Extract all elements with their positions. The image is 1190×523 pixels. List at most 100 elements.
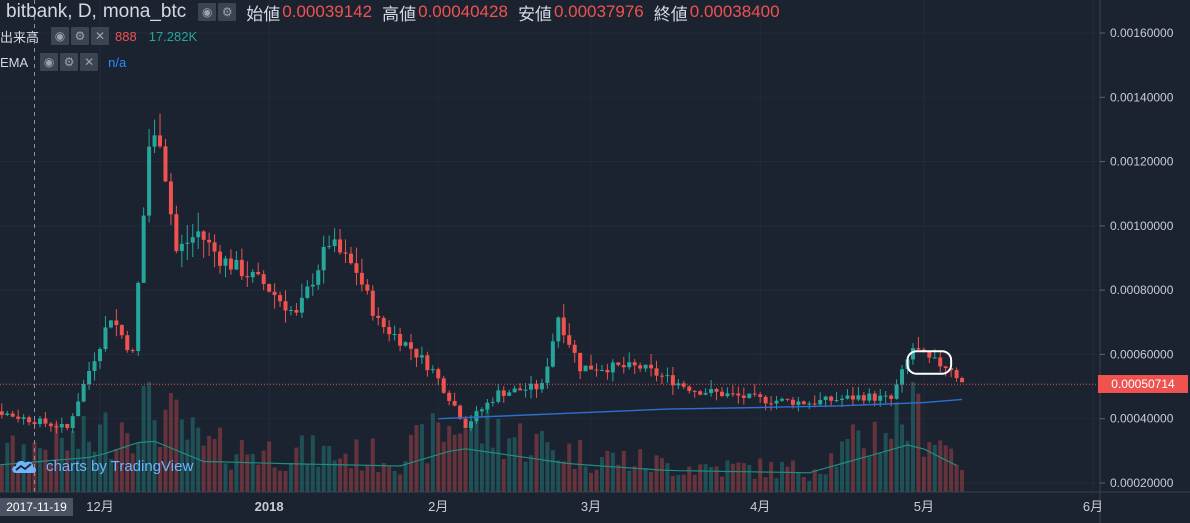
candle-body	[719, 391, 724, 397]
candle-body	[654, 368, 659, 376]
candle-body	[92, 361, 97, 371]
time-axis[interactable]: 12月 2018 2月 3月 4月 5月 6月	[0, 491, 1190, 514]
eye-icon[interactable]: ◉	[198, 3, 217, 21]
volume-bar	[567, 443, 572, 492]
volume-bar	[158, 446, 163, 492]
volume-bar	[550, 450, 555, 492]
volume-bar	[37, 448, 42, 492]
candle-body	[239, 259, 244, 277]
volume-bar	[599, 456, 604, 492]
volume-bar	[130, 453, 135, 492]
candle-body	[332, 239, 337, 247]
candle-body	[818, 399, 823, 405]
volume-bar	[900, 424, 905, 492]
eye-icon[interactable]: ◉	[51, 27, 70, 45]
candle-body	[21, 417, 26, 419]
volume-bar	[632, 466, 637, 492]
close-icon[interactable]: ✕	[80, 53, 99, 71]
tradingview-brand[interactable]: charts by TradingView	[10, 457, 193, 475]
gear-icon[interactable]: ⚙	[60, 53, 79, 71]
gear-icon[interactable]: ⚙	[218, 3, 237, 21]
volume-bar	[938, 440, 943, 492]
candle-body	[16, 416, 21, 419]
volume-bar	[927, 442, 932, 492]
candle-body	[414, 348, 419, 358]
candle-body	[943, 366, 948, 369]
candle-body	[812, 403, 817, 405]
candle-body	[343, 252, 348, 254]
volume-bar	[256, 464, 261, 492]
candle-body	[103, 327, 108, 350]
volume-bar	[48, 463, 53, 492]
volume-bar	[850, 424, 855, 492]
volume-bar	[54, 423, 59, 492]
candle-body	[283, 301, 288, 311]
volume-bar	[381, 462, 386, 492]
x-tick-label: 2018	[255, 499, 284, 514]
pair-label: mona_btc	[102, 1, 187, 22]
volume-bar	[321, 445, 326, 492]
high-label: 高値	[382, 4, 417, 24]
candle-body	[59, 423, 64, 428]
candle-body	[37, 418, 42, 425]
y-tick-label: 0.00140000	[1110, 90, 1174, 104]
volume-bar	[670, 475, 675, 492]
y-tick-label: 0.00060000	[1110, 347, 1174, 361]
volume-bar	[801, 476, 806, 492]
candle-body	[98, 349, 102, 362]
candle-body	[894, 384, 899, 399]
candle-body	[796, 401, 801, 405]
volume-bar	[954, 464, 959, 492]
candle-body	[452, 401, 457, 406]
candle-body	[883, 395, 888, 397]
gear-icon[interactable]: ⚙	[71, 27, 90, 45]
candle-body	[490, 401, 495, 403]
candle-body	[387, 327, 392, 335]
candle-body	[348, 253, 353, 264]
volume-bar	[534, 433, 539, 492]
volume-bar	[469, 423, 474, 492]
candle-body	[938, 357, 943, 367]
volume-bar	[916, 393, 921, 492]
eye-icon[interactable]: ◉	[40, 53, 59, 71]
candle-body	[709, 389, 714, 394]
volume-bar	[414, 425, 419, 492]
volume-bar	[316, 466, 321, 492]
volume-bar	[490, 447, 495, 492]
volume-bar	[883, 433, 888, 492]
close-icon[interactable]: ✕	[91, 27, 110, 45]
candle-body	[780, 398, 785, 401]
candle-body	[829, 396, 834, 401]
candle-body	[261, 274, 266, 284]
volume-bar	[774, 478, 779, 492]
volume-bar	[103, 412, 108, 492]
candle-body	[48, 423, 53, 427]
open-label: 始値	[246, 4, 281, 24]
volume-bar	[578, 439, 583, 492]
volume-bar	[763, 477, 768, 492]
x-tick-label: 2月	[428, 499, 448, 514]
volume-label: 出来高	[0, 29, 40, 45]
volume-bar	[0, 464, 4, 492]
volume-bar	[136, 442, 141, 492]
candle-body	[463, 418, 468, 428]
low-value: 0.00037976	[553, 2, 644, 21]
candle-body	[419, 355, 424, 358]
candle-body	[196, 231, 201, 238]
candle-body	[141, 215, 146, 283]
y-tick-label: 0.00160000	[1110, 26, 1174, 40]
candle-body	[425, 355, 430, 371]
volume-bar	[223, 463, 228, 492]
volume-bar	[147, 382, 152, 492]
volume-bar	[403, 461, 408, 492]
candle-body	[294, 309, 299, 313]
price-axis[interactable]: 0.00160000 0.00140000 0.00120000 0.00100000…	[1099, 0, 1174, 523]
candle-body	[643, 364, 648, 369]
candle-body	[845, 395, 850, 399]
ema-label: EMA	[0, 54, 29, 70]
volume-bar	[790, 460, 795, 492]
ema-legend: EMA ◉ ⚙ ✕ n/a	[0, 53, 126, 71]
candle-body	[179, 243, 184, 252]
